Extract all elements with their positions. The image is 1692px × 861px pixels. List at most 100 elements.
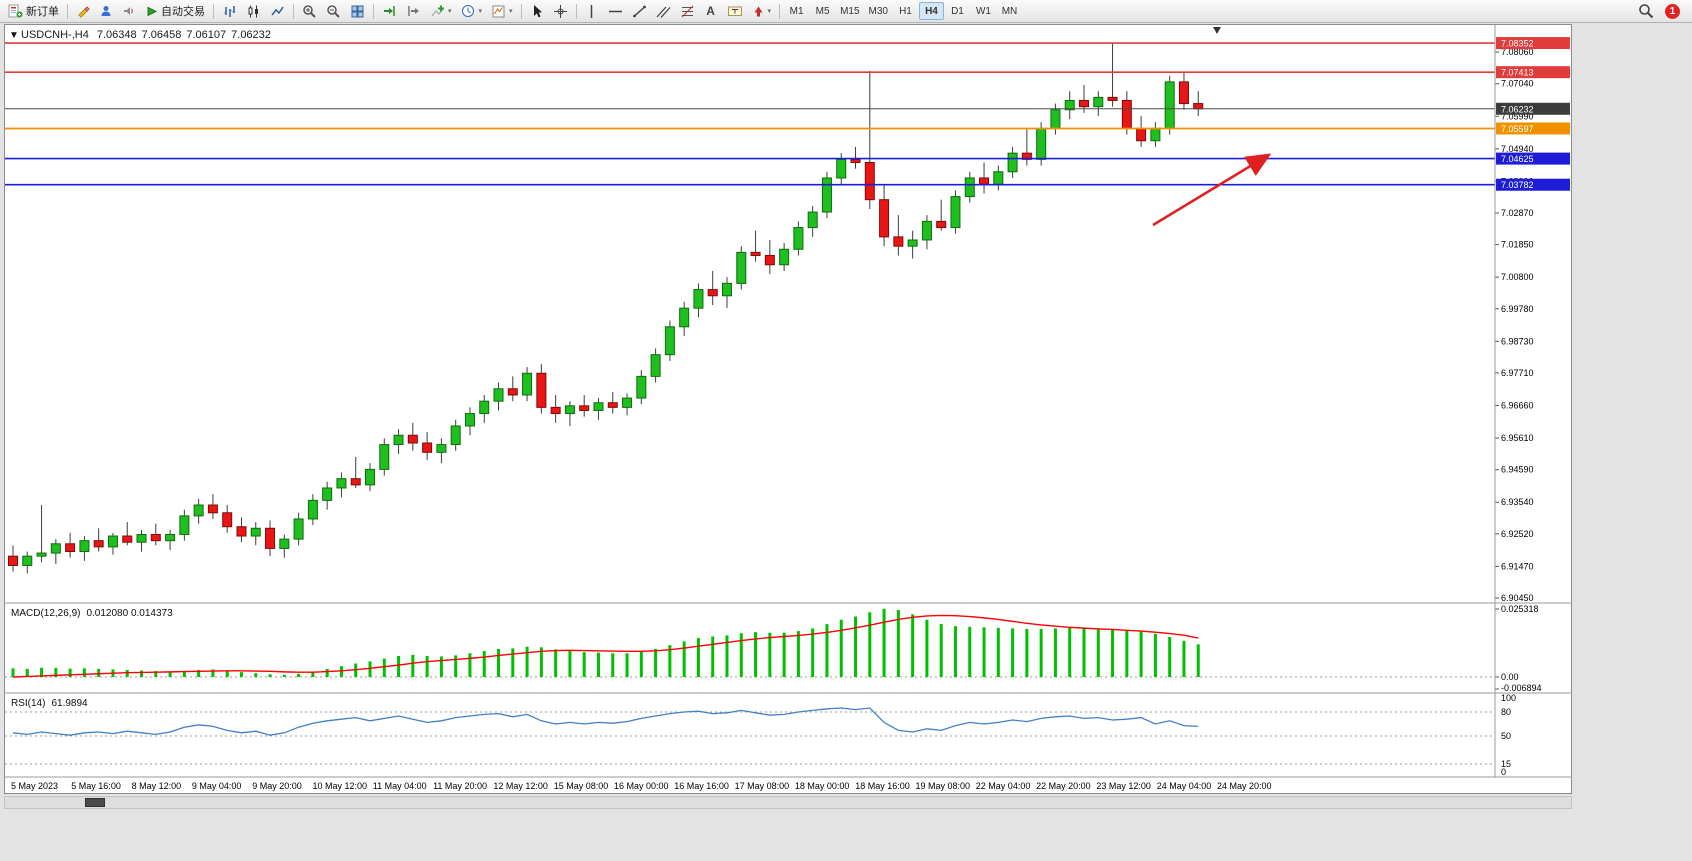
bull-candle (365, 468, 375, 486)
bull-candle (322, 487, 333, 501)
price-axis-label: 7.04940 (1501, 144, 1534, 154)
bull-candle (279, 538, 290, 549)
tile-windows-button[interactable] (346, 1, 369, 21)
new-order-button[interactable]: 新订单 (4, 1, 63, 21)
bear-candle (750, 251, 761, 256)
price-axis-label: 6.96660 (1501, 401, 1534, 411)
macd-axis-label: 0.025318 (1501, 604, 1539, 614)
zoom-out-button[interactable] (322, 1, 345, 21)
bear-candle (1136, 127, 1147, 142)
time-axis-label: 5 May 16:00 (71, 781, 121, 791)
bear-candle (8, 555, 18, 566)
bull-candle (165, 533, 176, 542)
macd-pane-layer: 0.025318 0.00-0.006894 (5, 604, 1542, 693)
bear-candle (1079, 99, 1089, 108)
bull-candle (250, 527, 261, 537)
price-axis-label: 6.94590 (1501, 465, 1534, 475)
new-order-icon (8, 4, 23, 18)
chart-shift-icon (408, 6, 419, 16)
community-button[interactable] (95, 1, 117, 21)
bull-candle (907, 239, 918, 247)
bull-candle (393, 434, 404, 446)
price-badge (1496, 37, 1570, 50)
chevron-down-icon: ▾ (478, 7, 483, 15)
news-button[interactable] (118, 1, 140, 21)
rsi-line (12, 707, 1199, 736)
bar-chart-button[interactable] (218, 1, 241, 21)
bull-candle (636, 375, 647, 399)
bear-candle (607, 402, 618, 408)
main-toolbar: 新订单 自动交易 (0, 0, 1692, 23)
timeframe-m30[interactable]: M30 (868, 5, 888, 17)
chart-shift-button[interactable] (402, 1, 425, 21)
auto-trading-button[interactable]: 自动交易 (141, 1, 209, 21)
channel-button[interactable] (652, 1, 675, 21)
price-badge (1496, 66, 1570, 79)
chart-low: 7.06107 (186, 29, 226, 41)
price-badge-label: 7.06232 (1501, 104, 1534, 114)
timeframe-h4[interactable]: H4 (918, 2, 944, 20)
bear-candle (122, 535, 133, 543)
zoom-in-button[interactable] (298, 1, 321, 21)
bull-candle (622, 397, 633, 408)
crosshair-icon (553, 4, 567, 18)
timeframe-m15[interactable]: M15 (840, 5, 860, 17)
toolbar-separator (779, 3, 781, 19)
clock-icon (461, 4, 474, 17)
chart-hscrollbar[interactable] (4, 796, 1572, 809)
trendline-button[interactable] (628, 1, 651, 21)
vertical-line-icon (590, 4, 593, 18)
text-label-button[interactable] (723, 1, 747, 21)
price-badge-label: 7.08352 (1501, 39, 1534, 49)
horizontal-line-button[interactable] (604, 1, 627, 21)
vertical-line-button[interactable] (581, 1, 603, 21)
bull-candle (950, 196, 961, 229)
bar-chart-icon (224, 5, 235, 17)
price-axis-label: 6.97710 (1501, 368, 1534, 378)
price-badge (1496, 122, 1570, 135)
arrow-objects-button[interactable]: ▾ (748, 1, 776, 21)
fibonacci-icon (681, 5, 693, 17)
bull-candle (193, 504, 204, 517)
time-axis-label: 15 May 08:00 (554, 781, 609, 791)
timeframe-m1[interactable]: M1 (789, 5, 804, 17)
candlestick-icon (248, 5, 258, 17)
search-button[interactable] (1634, 1, 1658, 21)
line-chart-button[interactable] (266, 1, 289, 21)
indicators-button[interactable]: ▾ (426, 1, 456, 21)
bear-candle (265, 527, 276, 549)
time-axis-label: 16 May 16:00 (674, 781, 729, 791)
macd-axis-label: -0.006894 (1501, 683, 1542, 693)
fibonacci-button[interactable] (676, 1, 699, 21)
bull-candle (736, 251, 747, 284)
timeframe-m5[interactable]: M5 (815, 5, 830, 17)
metaeditor-button[interactable] (72, 1, 94, 21)
timeframe-w1[interactable]: W1 (975, 5, 991, 17)
macd-label: MACD(12,26,9) 0.012080 0.014373 (11, 608, 173, 619)
price-axis-label: 6.92520 (1501, 529, 1534, 539)
text-button[interactable]: A (700, 1, 722, 21)
price-badge-label: 7.05597 (1501, 124, 1534, 134)
auto-scroll-button[interactable] (378, 1, 401, 21)
timeframe-d1[interactable]: D1 (951, 5, 964, 17)
timeframe-mn[interactable]: MN (1001, 5, 1018, 17)
notification-badge[interactable]: 1 (1665, 3, 1680, 19)
rsi-name: RSI(14) (11, 698, 45, 709)
bear-candle (222, 512, 233, 528)
cursor-button[interactable] (526, 1, 548, 21)
crosshair-button[interactable] (549, 1, 572, 21)
time-axis-label: 12 May 12:00 (493, 781, 548, 791)
templates-button[interactable]: ▾ (487, 1, 517, 21)
macd-axis-label: 0.00 (1501, 672, 1519, 682)
candlestick-chart-button[interactable] (242, 1, 265, 21)
timeframe-h1[interactable]: H1 (899, 5, 912, 17)
price-badge-label: 7.04625 (1501, 154, 1534, 164)
trend-arrow[interactable] (1152, 153, 1272, 227)
periods-button[interactable]: ▾ (457, 1, 487, 21)
time-axis-labels: 5 May 2023 5 May 16:00 8 May 12:00 9 May 04… (11, 781, 1272, 791)
tile-windows-icon (351, 5, 364, 17)
hscrollbar-thumb[interactable] (85, 798, 105, 807)
bull-candle (807, 211, 818, 229)
collapse-arrow-icon[interactable]: ▼ (9, 30, 19, 41)
bear-candle (65, 543, 76, 553)
